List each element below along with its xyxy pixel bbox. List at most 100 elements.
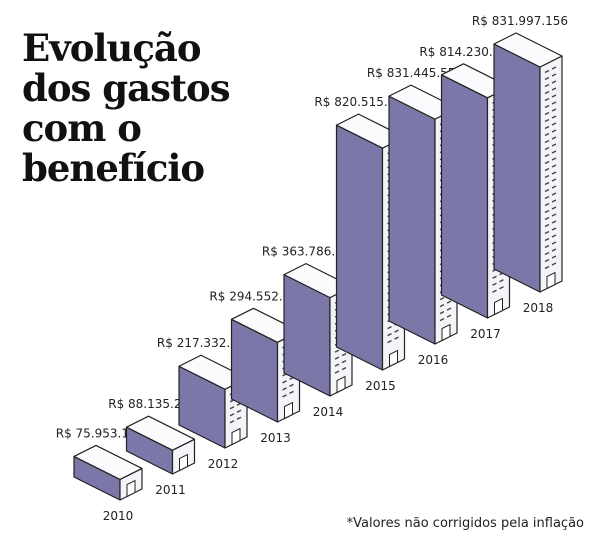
window [334,349,340,353]
window [492,282,497,286]
window [551,122,557,126]
window [544,230,550,235]
window [499,279,504,283]
value-label: R$ 831.997.156 [472,14,568,28]
window [551,80,557,84]
window [551,136,557,140]
window [492,289,497,293]
window [236,416,242,420]
x-tick-label: 2014 [313,405,344,419]
value-label: R$ 820.515.026 [314,95,410,109]
window [282,387,287,391]
window [394,329,399,333]
window [544,160,550,165]
door [389,349,398,368]
value-label: R$ 814.230.678 [419,45,515,59]
window [551,108,557,112]
window [236,409,242,413]
window [334,356,340,360]
building-roof [125,415,196,451]
window [446,307,452,311]
window [446,314,452,318]
window [439,297,445,301]
window [544,216,550,221]
x-tick-label: 2011 [155,483,186,497]
door [494,297,503,316]
window [551,206,557,210]
x-tick-label: 2016 [418,353,449,367]
building [230,307,301,423]
value-label: R$ 831.445.552 [367,66,463,80]
window [544,244,550,249]
window [544,83,550,88]
window [544,181,550,186]
window [551,220,557,224]
window [544,258,550,263]
window [334,363,340,367]
window [544,132,550,137]
window [551,199,557,203]
building-roof [493,32,563,68]
window [544,153,550,158]
footnote: *Valores não corrigidos pela inflação [346,516,584,531]
window [551,213,557,217]
window [551,73,557,77]
window [229,406,235,410]
chart-title: Evolução dos gastos com o benefício [22,26,231,190]
window [551,171,557,175]
x-tick-label: 2013 [260,431,291,445]
door [231,427,241,446]
window [394,336,399,340]
window [551,129,557,133]
window [439,304,445,308]
value-label: R$ 75.953.170 [56,426,145,440]
building [178,354,248,449]
window [551,94,557,98]
window [551,248,557,252]
window [544,111,550,116]
value-label: R$ 363.786.502 [262,245,358,259]
window [229,420,235,424]
door [284,401,293,420]
window [551,227,557,231]
window [544,265,550,270]
window [282,394,287,398]
window [544,237,550,242]
window [544,69,550,74]
door [336,375,346,394]
window [544,118,550,123]
window [551,143,557,147]
door [179,453,188,472]
window [551,87,557,91]
window [334,370,340,374]
window [289,390,294,394]
window [446,300,452,304]
value-label: R$ 294.552.033 [209,289,305,303]
window [544,104,550,109]
building-left-face [493,43,541,293]
window [544,251,550,256]
window [551,241,557,245]
window [387,339,392,344]
window [289,383,294,387]
window [551,150,557,154]
window [387,332,392,337]
window [439,311,445,315]
window [551,164,557,168]
window [544,97,550,102]
value-label: R$ 88.135.260 [108,397,197,411]
x-tick-label: 2018 [523,301,554,315]
window [544,188,550,193]
window [544,125,550,130]
window [551,66,557,70]
x-tick-label: 2017 [470,327,501,341]
building-right-face [539,55,563,293]
window [544,195,550,200]
window [544,146,550,151]
window [544,202,550,207]
door [126,479,136,498]
window [551,234,557,238]
window [282,380,287,384]
